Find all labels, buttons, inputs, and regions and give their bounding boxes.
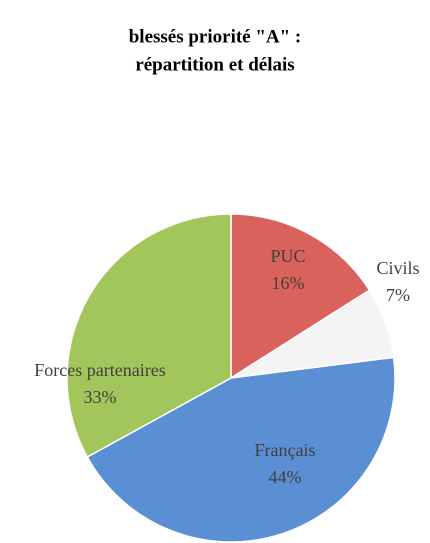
slice-label: Français bbox=[255, 440, 316, 460]
pie-slice bbox=[86, 356, 396, 543]
slice-value-label: 16% bbox=[272, 273, 305, 293]
slice-value-label: 44% bbox=[269, 467, 302, 487]
pie-slice bbox=[66, 213, 232, 459]
chart-title: répartition et délais bbox=[135, 54, 294, 75]
slice-value-label: 33% bbox=[84, 387, 117, 407]
slice-label: PUC bbox=[270, 246, 305, 266]
slice-value-label: 7% bbox=[386, 285, 410, 305]
slice-label: Forces partenaires bbox=[34, 360, 165, 380]
slice-label: Civils bbox=[376, 258, 419, 278]
chart-title: blessés priorité "A" : bbox=[129, 26, 302, 47]
pie-slice bbox=[230, 213, 371, 380]
